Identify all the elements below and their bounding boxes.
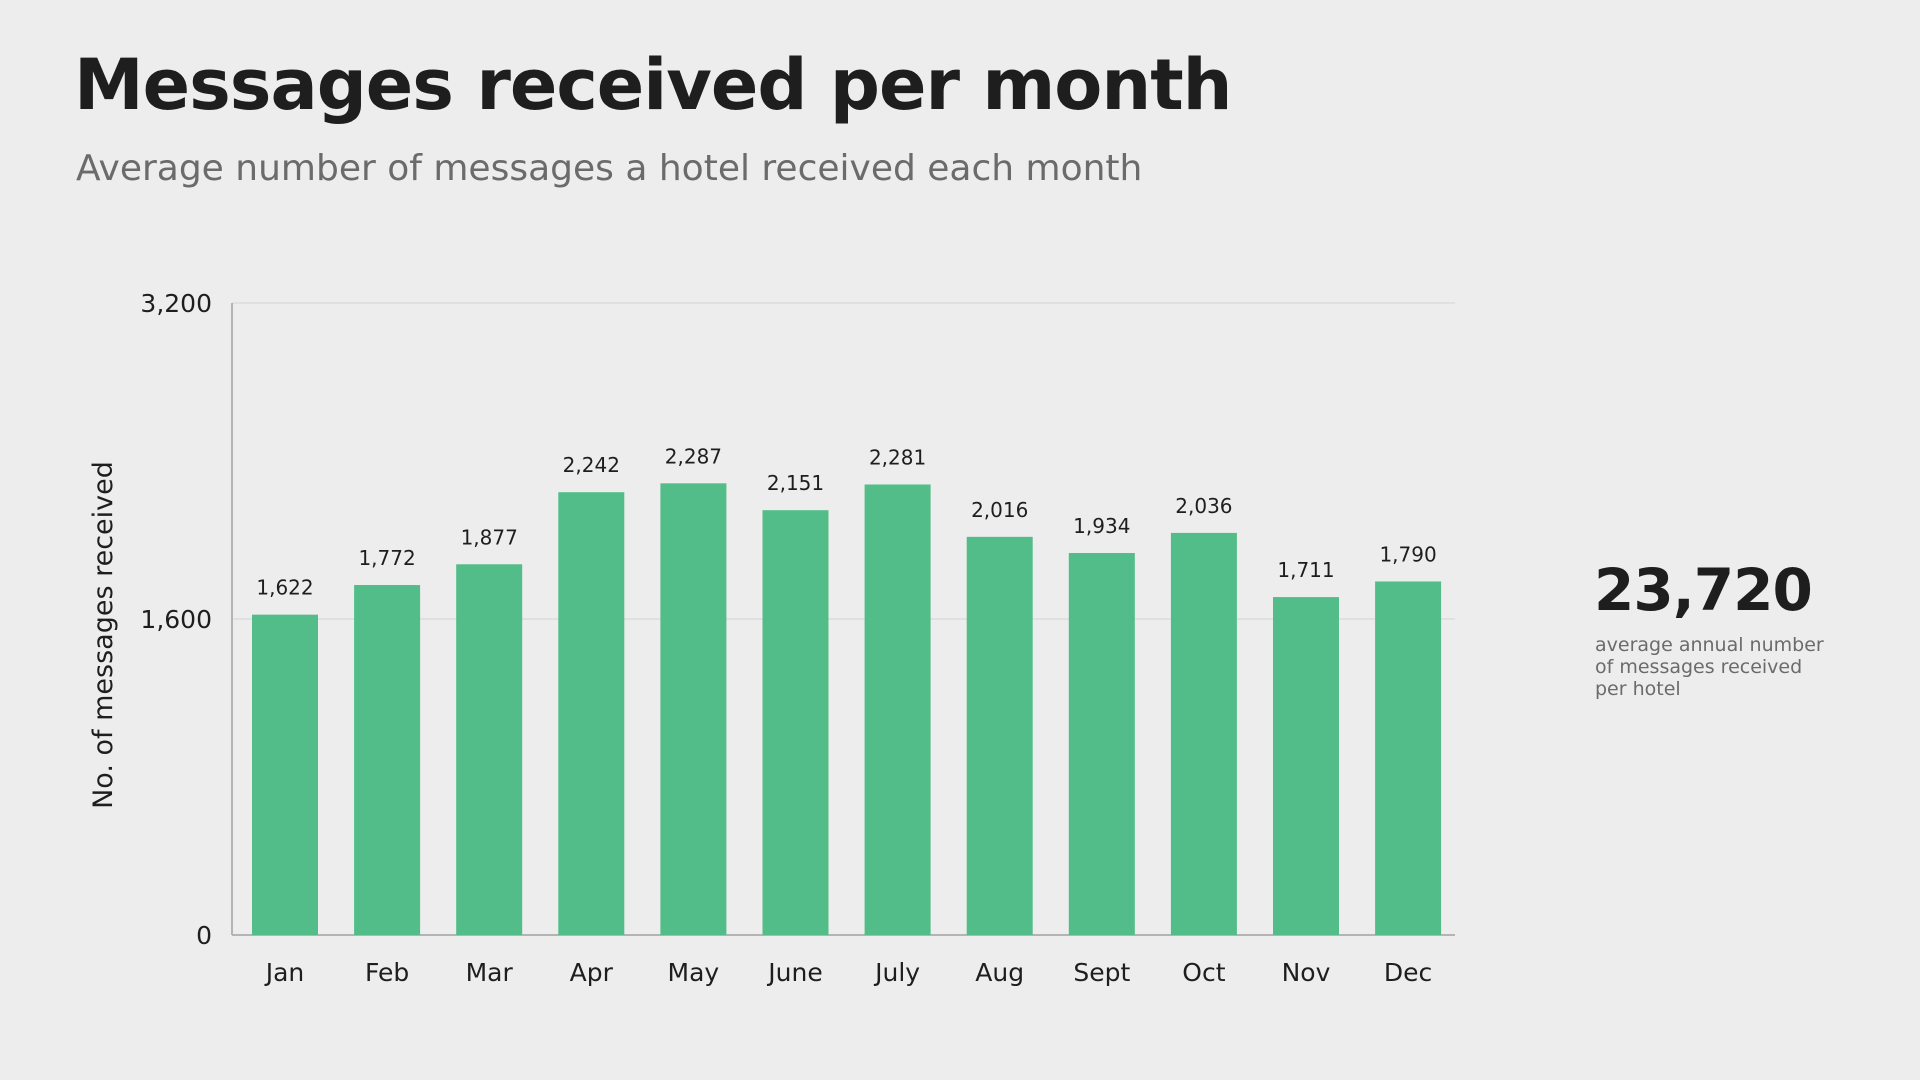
annual-total-value: 23,720 (1594, 556, 1813, 624)
x-tick-label: Nov (1282, 958, 1331, 987)
bar-value-label: 2,016 (971, 498, 1028, 522)
bar-value-label: 2,242 (563, 453, 620, 477)
bar-apr (558, 492, 625, 935)
x-tick-label: Oct (1182, 958, 1225, 987)
bar-value-label: 1,622 (256, 576, 313, 600)
bar-value-label: 1,877 (461, 525, 518, 549)
bar-sept (1068, 553, 1135, 935)
bar-feb (354, 585, 421, 935)
annual-total-caption: average annual number of messages receiv… (1595, 634, 1824, 700)
bar-mar (456, 564, 523, 935)
y-tick-label: 3,200 (140, 289, 212, 318)
bar-value-label: 1,934 (1073, 514, 1130, 538)
bar-value-label: 1,790 (1379, 542, 1436, 566)
x-tick-label: June (766, 958, 822, 987)
chart-title: Messages received per month (74, 44, 1232, 126)
x-tick-label: Sept (1073, 958, 1130, 987)
x-tick-label: Apr (570, 958, 614, 987)
y-tick-label: 1,600 (140, 605, 212, 634)
y-axis-title: No. of messages received (88, 461, 119, 809)
y-tick-label: 0 (196, 921, 212, 950)
bar-value-label: 2,287 (665, 444, 722, 468)
x-tick-label: Aug (975, 958, 1024, 987)
bar-may (660, 483, 727, 935)
x-tick-label: Dec (1384, 958, 1432, 987)
x-tick-label: Jan (264, 958, 305, 987)
bar-oct (1170, 532, 1237, 935)
chart-subtitle: Average number of messages a hotel recei… (76, 148, 1143, 189)
bar-value-label: 1,772 (358, 546, 415, 570)
x-tick-label: July (873, 958, 920, 987)
bar-value-label: 2,281 (869, 446, 926, 470)
x-tick-label: Mar (466, 958, 514, 987)
bar-value-label: 2,036 (1175, 494, 1232, 518)
bar-june (762, 510, 829, 935)
bar-july (864, 484, 931, 935)
x-tick-label: May (668, 958, 720, 987)
x-tick-label: Feb (365, 958, 409, 987)
bar-jan (252, 614, 318, 935)
bar-nov (1273, 597, 1339, 935)
bar-dec (1375, 581, 1442, 935)
bar-aug (966, 536, 1033, 935)
bar-value-label: 2,151 (767, 471, 824, 495)
bar-value-label: 1,711 (1277, 558, 1334, 582)
